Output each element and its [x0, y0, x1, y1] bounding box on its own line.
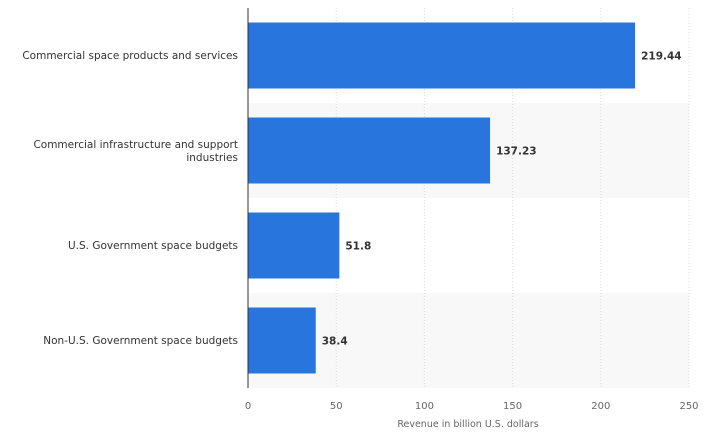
x-axis-title: Revenue in billion U.S. dollars — [397, 419, 538, 430]
bar — [248, 307, 316, 374]
x-tick-label: 250 — [679, 401, 698, 412]
data-labels: 219.44 137.23 51.8 38.4 — [322, 51, 682, 348]
category-label: Non-U.S. Government space budgets — [43, 335, 238, 347]
x-tick-label: 50 — [330, 401, 343, 412]
data-label: 51.8 — [345, 241, 371, 253]
x-tick-label: 200 — [591, 401, 610, 412]
category-label: U.S. Government space budgets — [67, 240, 238, 252]
bar — [248, 117, 491, 184]
x-tick-label: 100 — [415, 401, 434, 412]
row-band — [248, 293, 689, 388]
x-tick-label: 0 — [245, 401, 251, 412]
category-label: Commercial space products and services — [22, 50, 238, 62]
data-label: 38.4 — [322, 336, 348, 348]
x-tick-label: 150 — [503, 401, 522, 412]
data-label: 219.44 — [641, 51, 682, 63]
category-label: Commercial infrastructure and support in… — [33, 139, 238, 164]
bars — [248, 22, 636, 374]
x-tick-labels: 0 50 100 150 200 250 — [245, 401, 699, 412]
bar — [248, 22, 636, 89]
bar — [248, 212, 340, 279]
data-label: 137.23 — [496, 146, 537, 158]
